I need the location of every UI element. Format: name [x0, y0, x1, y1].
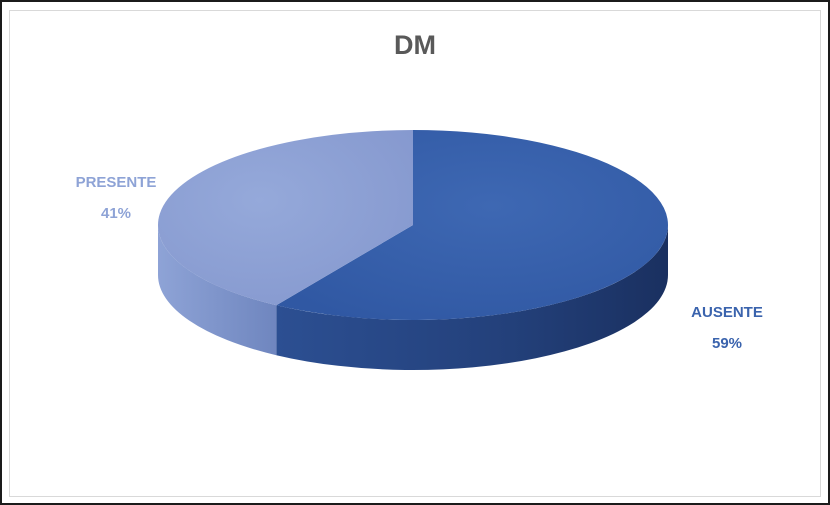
pie-slice-presente [158, 130, 413, 306]
chart-title: DM [394, 30, 436, 60]
data-label-ausente-value: 59% [712, 335, 742, 352]
pie-side-presente [158, 225, 277, 356]
pie-side-ausente [276, 225, 668, 371]
data-label-ausente: AUSENTE [691, 304, 763, 321]
data-label-presente: PRESENTE [76, 174, 157, 191]
data-label-presente-value: 41% [101, 205, 131, 222]
pie-slice-ausente [276, 130, 668, 320]
